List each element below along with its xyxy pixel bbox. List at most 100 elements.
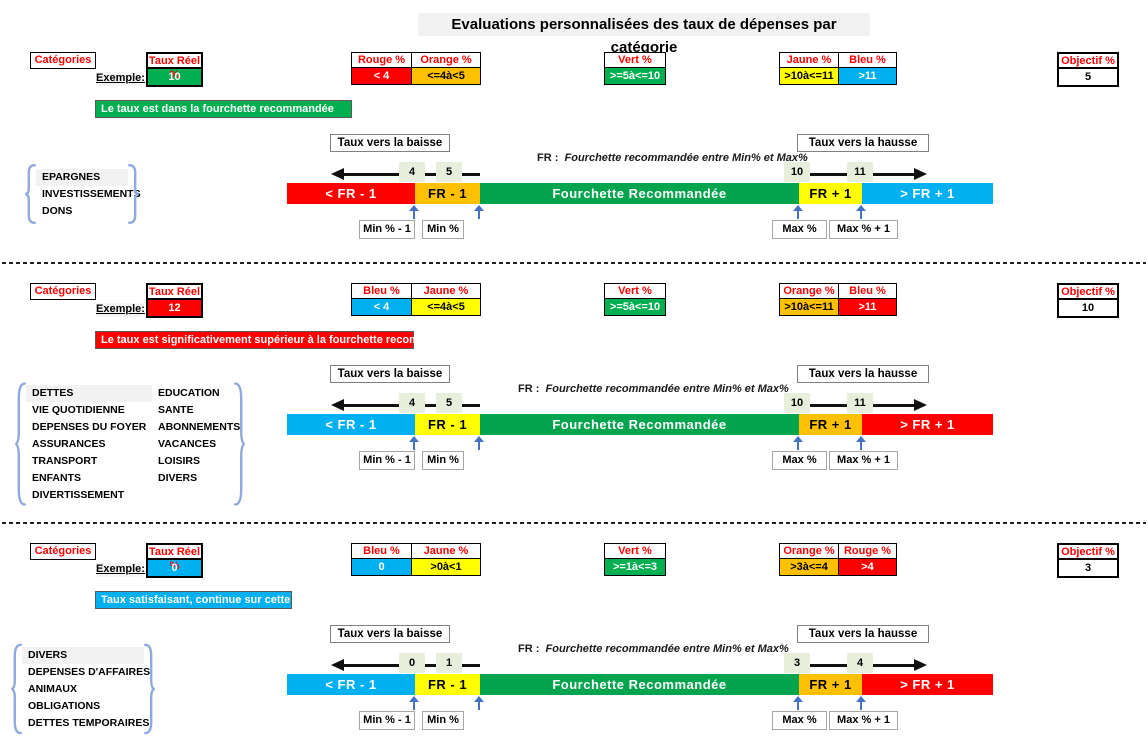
scale-tick: 4 xyxy=(847,653,873,673)
threshold-value: >=5à<=10 xyxy=(605,299,665,315)
category-item: VACANCES xyxy=(158,437,217,450)
threshold-green: Vert % >=5à<=10 xyxy=(604,283,666,316)
threshold-pair-low: Bleu % < 4 Jaune % <=4à<5 xyxy=(351,283,481,316)
section-within-range: Catégories Exemple: Taux Réel % 10 Rouge… xyxy=(0,52,1148,244)
threshold-label: Bleu % xyxy=(352,284,411,299)
min-minus-one-label: Min % - 1 xyxy=(359,220,415,239)
pointer-up-icon xyxy=(409,436,419,450)
taux-baisse-label: Taux vers la baisse xyxy=(330,134,450,152)
threshold-value: >=1à<=3 xyxy=(605,559,665,575)
threshold-value: >10à<=11 xyxy=(780,68,838,84)
category-item: DIVERS xyxy=(22,646,144,664)
scale-tick: 1 xyxy=(436,653,462,673)
max-label: Max % xyxy=(772,451,827,470)
category-item: ABONNEMENTS xyxy=(158,420,241,433)
bar-min-minus-one: FR - 1 xyxy=(415,674,480,695)
threshold-value: <=4à<5 xyxy=(412,68,480,84)
min-label: Min % xyxy=(422,220,464,239)
threshold-label: Orange % xyxy=(780,284,838,299)
threshold-value: >=5à<=10 xyxy=(605,68,665,84)
taux-reel-header: Taux Réel % xyxy=(148,285,201,312)
max-label: Max % xyxy=(772,711,827,730)
bar-min-minus-one: FR - 1 xyxy=(415,183,480,204)
taux-reel-value: 10 xyxy=(148,69,201,85)
categories-header: Catégories xyxy=(30,283,96,300)
categories-header: Catégories xyxy=(30,52,96,69)
threshold-box: Bleu % < 4 xyxy=(352,284,411,315)
status-banner: Le taux est dans la fourchette recommand… xyxy=(95,100,352,118)
category-item: DETTES xyxy=(26,384,152,402)
category-item: ENFANTS xyxy=(32,471,82,484)
category-item: VIE QUOTIDIENNE xyxy=(32,403,125,416)
scale-tick: 10 xyxy=(784,393,810,413)
threshold-label: Vert % xyxy=(605,544,665,559)
threshold-label: Jaune % xyxy=(412,284,480,299)
category-item: INVESTISSEMENTS xyxy=(42,187,141,200)
threshold-box: Vert % >=5à<=10 xyxy=(605,53,665,84)
taux-baisse-label: Taux vers la baisse xyxy=(330,365,450,383)
category-item: OBLIGATIONS xyxy=(28,699,101,712)
threshold-label: Jaune % xyxy=(780,53,838,68)
threshold-green: Vert % >=5à<=10 xyxy=(604,52,666,85)
brace-right-icon xyxy=(128,164,140,224)
max-plus-one-label: Max % + 1 xyxy=(829,451,898,470)
objectif-box: Objectif % 3 xyxy=(1057,543,1119,578)
taux-reel-header: Taux Réel % xyxy=(148,545,201,572)
threshold-label: Rouge % xyxy=(352,53,411,68)
objectif-value: 10 xyxy=(1059,300,1117,316)
section-divider xyxy=(2,522,1146,524)
taux-reel-header: Taux Réel % xyxy=(148,54,201,81)
fr-legend: FR : Fourchette recommandée entre Min% e… xyxy=(518,383,789,395)
pointer-up-icon xyxy=(409,696,419,710)
threshold-pair-low: Bleu % 0 Jaune % >0à<1 xyxy=(351,543,481,576)
bar-max-plus-one: FR + 1 xyxy=(799,414,862,435)
threshold-label: Vert % xyxy=(605,284,665,299)
threshold-pair-high: Orange % >3à<=4 Rouge % >4 xyxy=(779,543,897,576)
scale-tick: 4 xyxy=(399,393,425,413)
bar-recommended-range: Fourchette Recommandée xyxy=(480,674,799,695)
taux-hausse-label: Taux vers la hausse xyxy=(797,365,929,383)
threshold-box: Rouge % < 4 xyxy=(352,53,411,84)
category-item: DIVERS xyxy=(158,471,198,484)
taux-reel-value: 0 xyxy=(148,560,201,576)
pointer-up-icon xyxy=(474,205,484,219)
category-item: ASSURANCES xyxy=(32,437,106,450)
category-list: EPARGNES INVESTISSEMENTS DONS xyxy=(24,164,141,224)
threshold-box: Rouge % >4 xyxy=(838,544,896,575)
bar-above-range: > FR + 1 xyxy=(862,414,993,435)
category-list: DETTES VIE QUOTIDIENNE DEPENSES DU FOYER… xyxy=(14,381,246,507)
threshold-box: Bleu % >11 xyxy=(838,284,896,315)
section-above-range: Catégories Exemple: Taux Réel % 12 Bleu … xyxy=(0,283,1148,503)
taux-reel-box: Taux Réel % 12 xyxy=(146,283,203,318)
category-item: DONS xyxy=(42,204,73,217)
bar-recommended-range: Fourchette Recommandée xyxy=(480,183,799,204)
categories-header: Catégories xyxy=(30,543,96,560)
fr-prefix: FR : xyxy=(518,383,540,395)
threshold-label: Rouge % xyxy=(839,544,896,559)
taux-hausse-label: Taux vers la hausse xyxy=(797,134,929,152)
max-plus-one-label: Max % + 1 xyxy=(829,220,898,239)
threshold-box: Vert % >=5à<=10 xyxy=(605,284,665,315)
section-satisfactory: Catégories Exemple: Taux Réel % 0 Bleu %… xyxy=(0,543,1148,736)
status-banner: Le taux est significativement supérieur … xyxy=(95,331,460,349)
threshold-value: >4 xyxy=(839,559,896,575)
pointer-up-icon xyxy=(856,696,866,710)
pointer-up-icon xyxy=(474,696,484,710)
threshold-box: Jaune % <=4à<5 xyxy=(411,284,480,315)
bar-max-plus-one: FR + 1 xyxy=(799,674,862,695)
taux-reel-value: 12 xyxy=(148,300,201,316)
category-item: EPARGNES xyxy=(36,168,128,186)
taux-reel-box: Taux Réel % 10 xyxy=(146,52,203,87)
threshold-value: < 4 xyxy=(352,299,411,315)
threshold-pair-low: Rouge % < 4 Orange % <=4à<5 xyxy=(351,52,481,85)
category-item: DEPENSES D'AFFAIRES xyxy=(28,665,151,678)
category-item: ANIMAUX xyxy=(28,682,77,695)
objectif-header: Objectif % xyxy=(1059,54,1117,69)
threshold-green: Vert % >=1à<=3 xyxy=(604,543,666,576)
scale-tick: 3 xyxy=(784,653,810,673)
threshold-label: Bleu % xyxy=(352,544,411,559)
pointer-up-icon xyxy=(409,205,419,219)
min-minus-one-label: Min % - 1 xyxy=(359,711,415,730)
pointer-up-icon xyxy=(474,436,484,450)
